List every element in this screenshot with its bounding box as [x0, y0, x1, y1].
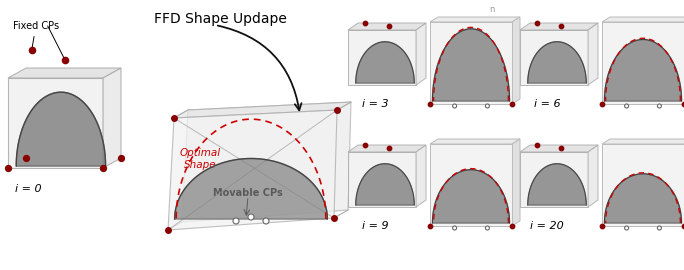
Point: [328, 216, 339, 220]
Text: i = 6: i = 6: [534, 99, 560, 109]
Point: [383, 146, 394, 150]
Polygon shape: [174, 102, 351, 118]
Point: [596, 102, 607, 106]
Point: [531, 143, 542, 147]
Polygon shape: [512, 139, 520, 226]
Circle shape: [263, 218, 269, 224]
Circle shape: [657, 104, 661, 108]
Polygon shape: [520, 145, 598, 152]
Point: [26, 48, 37, 52]
Point: [332, 108, 343, 112]
Polygon shape: [348, 23, 426, 30]
Point: [168, 116, 179, 120]
Polygon shape: [8, 78, 103, 168]
Point: [507, 224, 518, 228]
Polygon shape: [182, 102, 351, 222]
Bar: [430, 144, 512, 226]
Text: n: n: [489, 5, 495, 14]
Polygon shape: [348, 30, 416, 85]
Polygon shape: [356, 42, 415, 83]
Polygon shape: [16, 92, 105, 166]
Circle shape: [233, 218, 239, 224]
Point: [116, 156, 127, 160]
Polygon shape: [8, 68, 121, 78]
Polygon shape: [588, 145, 598, 207]
Polygon shape: [430, 139, 520, 144]
Polygon shape: [528, 164, 586, 205]
Point: [360, 21, 371, 25]
Circle shape: [657, 226, 661, 230]
Polygon shape: [602, 139, 684, 144]
Point: [531, 21, 542, 25]
Polygon shape: [416, 145, 426, 207]
Text: i = 0: i = 0: [14, 184, 41, 194]
Circle shape: [453, 104, 457, 108]
Circle shape: [624, 104, 629, 108]
Point: [679, 102, 684, 106]
Point: [425, 102, 436, 106]
Polygon shape: [168, 110, 337, 230]
Polygon shape: [103, 68, 121, 168]
Circle shape: [248, 214, 254, 220]
Point: [425, 224, 436, 228]
Circle shape: [486, 226, 489, 230]
Polygon shape: [520, 23, 598, 30]
Circle shape: [453, 226, 457, 230]
Point: [383, 24, 394, 28]
Polygon shape: [416, 23, 426, 85]
Polygon shape: [520, 30, 588, 85]
Polygon shape: [432, 29, 510, 101]
Point: [60, 58, 70, 62]
Polygon shape: [430, 17, 520, 22]
FancyArrowPatch shape: [218, 26, 302, 110]
Polygon shape: [602, 17, 684, 22]
Polygon shape: [588, 23, 598, 85]
Text: Fixed CPs: Fixed CPs: [13, 21, 59, 47]
Point: [360, 143, 371, 147]
Polygon shape: [348, 152, 416, 207]
Text: Movable CPs: Movable CPs: [213, 188, 283, 198]
Point: [507, 102, 518, 106]
Bar: [602, 144, 684, 226]
Polygon shape: [605, 39, 681, 101]
Point: [555, 24, 566, 28]
Text: i = 9: i = 9: [362, 221, 389, 231]
Point: [596, 224, 607, 228]
Point: [98, 166, 109, 170]
Polygon shape: [520, 152, 588, 207]
Text: i = 3: i = 3: [362, 99, 389, 109]
Text: FFD Shape Updape: FFD Shape Updape: [154, 12, 287, 26]
Polygon shape: [348, 145, 426, 152]
Bar: [430, 22, 512, 104]
Bar: [602, 22, 684, 104]
Point: [163, 228, 174, 232]
Point: [21, 156, 31, 160]
Polygon shape: [356, 164, 415, 205]
Circle shape: [624, 226, 629, 230]
Point: [679, 224, 684, 228]
Circle shape: [486, 104, 489, 108]
Polygon shape: [528, 42, 586, 83]
Polygon shape: [605, 174, 681, 223]
Text: Optimal
Shape: Optimal Shape: [179, 148, 220, 170]
Polygon shape: [512, 17, 520, 104]
Text: i = 20: i = 20: [530, 221, 564, 231]
Point: [3, 166, 14, 170]
Polygon shape: [432, 170, 510, 223]
Polygon shape: [174, 158, 328, 219]
Point: [555, 146, 566, 150]
